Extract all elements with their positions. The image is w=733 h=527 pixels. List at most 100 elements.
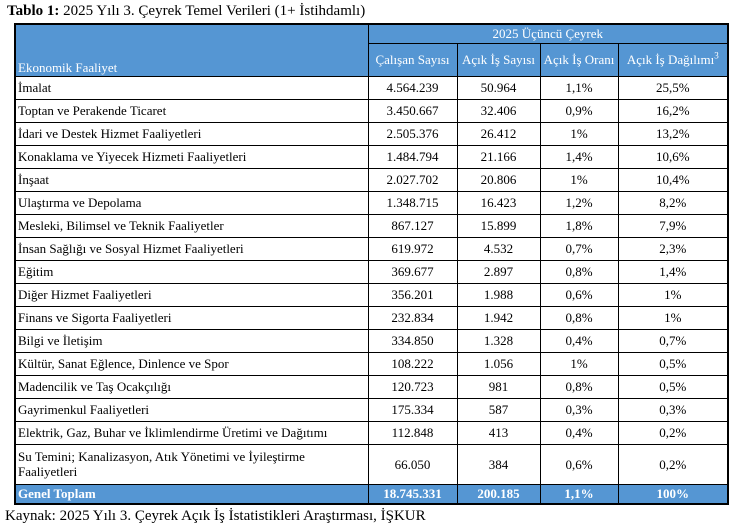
total-label: Genel Toplam (14, 483, 369, 505)
table-row: Su Temini; Kanalizasyon, Atık Yönetimi v… (14, 443, 729, 485)
table-row: İnsan Sağlığı ve Sosyal Hizmet Faaliyetl… (14, 236, 729, 261)
value-cell: 0,5% (617, 351, 729, 376)
value-cell: 2.505.376 (367, 121, 458, 146)
value-cell: 21.166 (456, 144, 541, 169)
table-footer: Genel Toplam 18.745.331 200.185 1,1% 100… (14, 483, 729, 505)
value-cell: 4.532 (456, 236, 541, 261)
table-header: Ekonomik Faaliyet 2025 Üçüncü Çeyrek Çal… (14, 23, 729, 77)
value-cell: 0,6% (539, 443, 619, 485)
value-cell: 16.423 (456, 190, 541, 215)
value-cell: 1.988 (456, 282, 541, 307)
value-cell: 0,3% (617, 397, 729, 422)
value-cell: 0,2% (617, 443, 729, 485)
value-cell: 0,8% (539, 259, 619, 284)
activity-label: Ulaştırma ve Depolama (14, 190, 369, 215)
activity-label: İnşaat (14, 167, 369, 192)
table-title: Tablo 1: 2025 Yılı 3. Çeyrek Temel Veril… (0, 0, 733, 23)
value-cell: 8,2% (617, 190, 729, 215)
activity-label: Mesleki, Bilimsel ve Teknik Faaliyetler (14, 213, 369, 238)
value-cell: 0,9% (539, 98, 619, 123)
value-cell: 0,7% (617, 328, 729, 353)
activity-label: Kültür, Sanat Eğlence, Dinlence ve Spor (14, 351, 369, 376)
table-row: Diğer Hizmet Faaliyetleri 356.201 1.988 0,6… (14, 282, 729, 307)
value-cell: 1.328 (456, 328, 541, 353)
column-header-employees: Çalışan Sayısı (367, 42, 458, 77)
value-cell: 1.348.715 (367, 190, 458, 215)
value-cell: 1,1% (539, 75, 619, 100)
value-cell: 1% (539, 351, 619, 376)
value-cell: 26.412 (456, 121, 541, 146)
activity-label: Konaklama ve Yiyecek Hizmeti Faaliyetler… (14, 144, 369, 169)
value-cell: 2.897 (456, 259, 541, 284)
value-cell: 3.450.667 (367, 98, 458, 123)
column-header-distribution: Açık İş Dağılımı3 (617, 42, 729, 77)
value-cell: 10,6% (617, 144, 729, 169)
value-cell: 619.972 (367, 236, 458, 261)
activity-label: Elektrik, Gaz, Buhar ve İklimlendirme Ür… (14, 420, 369, 445)
value-cell: 0,2% (617, 420, 729, 445)
value-cell: 369.677 (367, 259, 458, 284)
source-citation: Kaynak: 2025 Yılı 3. Çeyrek Açık İş İsta… (5, 508, 426, 524)
value-cell: 232.834 (367, 305, 458, 330)
group-header-row: Ekonomik Faaliyet 2025 Üçüncü Çeyrek (14, 23, 729, 77)
table-body: İmalat 4.564.239 50.964 1,1% 25,5% Toptan ve … (14, 75, 729, 485)
value-cell: 1.484.794 (367, 144, 458, 169)
value-cell: 356.201 (367, 282, 458, 307)
value-cell: 1% (539, 121, 619, 146)
value-cell: 25,5% (617, 75, 729, 100)
value-cell: 175.334 (367, 397, 458, 422)
table-row: Bilgi ve İletişim 334.850 1.328 0,4% 0,7% (14, 328, 729, 353)
value-cell: 1% (539, 167, 619, 192)
activity-label: Gayrimenkul Faaliyetleri (14, 397, 369, 422)
column-header-distribution-label: Açık İş Dağılımı (626, 52, 715, 67)
value-cell: 16,2% (617, 98, 729, 123)
activity-label: Su Temini; Kanalizasyon, Atık Yönetimi v… (14, 443, 369, 485)
activity-label: İmalat (14, 75, 369, 100)
value-cell: 108.222 (367, 351, 458, 376)
table-row: İnşaat 2.027.702 20.806 1% 10,4% (14, 167, 729, 192)
value-cell: 7,9% (617, 213, 729, 238)
table-row: Toptan ve Perakende Ticaret 3.450.667 32.4… (14, 98, 729, 123)
value-cell: 0,4% (539, 328, 619, 353)
value-cell: 13,2% (617, 121, 729, 146)
value-cell: 867.127 (367, 213, 458, 238)
value-cell: 0,4% (539, 420, 619, 445)
column-header-open-rate: Açık İş Oranı (539, 42, 619, 77)
activity-label: Toptan ve Perakende Ticaret (14, 98, 369, 123)
column-header-economic-activity: Ekonomik Faaliyet (14, 23, 369, 77)
value-cell: 1% (617, 282, 729, 307)
value-cell: 0,5% (617, 374, 729, 399)
value-cell: 10,4% (617, 167, 729, 192)
activity-label: Eğitim (14, 259, 369, 284)
value-cell: 0,8% (539, 305, 619, 330)
table-row: Eğitim 369.677 2.897 0,8% 1,4% (14, 259, 729, 284)
value-cell: 50.964 (456, 75, 541, 100)
value-cell: 120.723 (367, 374, 458, 399)
value-cell: 66.050 (367, 443, 458, 485)
table-row: İmalat 4.564.239 50.964 1,1% 25,5% (14, 75, 729, 100)
value-cell: 1,2% (539, 190, 619, 215)
total-open-jobs: 200.185 (456, 483, 541, 505)
value-cell: 413 (456, 420, 541, 445)
column-header-row: Çalışan Sayısı Açık İş Sayısı Açık İş Or… (15, 42, 729, 77)
table-row: Mesleki, Bilimsel ve Teknik Faaliyetler 8… (14, 213, 729, 238)
statistics-table: Ekonomik Faaliyet 2025 Üçüncü Çeyrek Çal… (14, 23, 730, 505)
value-cell: 384 (456, 443, 541, 485)
table-row: Gayrimenkul Faaliyetleri 175.334 587 0,3% 0,… (14, 397, 729, 422)
group-header-quarter: 2025 Üçüncü Çeyrek (367, 23, 729, 44)
activity-label: İdari ve Destek Hizmet Faaliyetleri (14, 121, 369, 146)
value-cell: 15.899 (456, 213, 541, 238)
value-cell: 0,3% (539, 397, 619, 422)
activity-label: Diğer Hizmet Faaliyetleri (14, 282, 369, 307)
value-cell: 1% (617, 305, 729, 330)
value-cell: 587 (456, 397, 541, 422)
value-cell: 981 (456, 374, 541, 399)
column-header-open-jobs: Açık İş Sayısı (456, 42, 541, 77)
total-distribution: 100% (617, 483, 729, 505)
activity-label: İnsan Sağlığı ve Sosyal Hizmet Faaliyetl… (14, 236, 369, 261)
value-cell: 20.806 (456, 167, 541, 192)
total-employees: 18.745.331 (367, 483, 458, 505)
footnote-marker: 3 (714, 50, 719, 61)
value-cell: 1.942 (456, 305, 541, 330)
total-row: Genel Toplam 18.745.331 200.185 1,1% 100… (14, 483, 729, 505)
